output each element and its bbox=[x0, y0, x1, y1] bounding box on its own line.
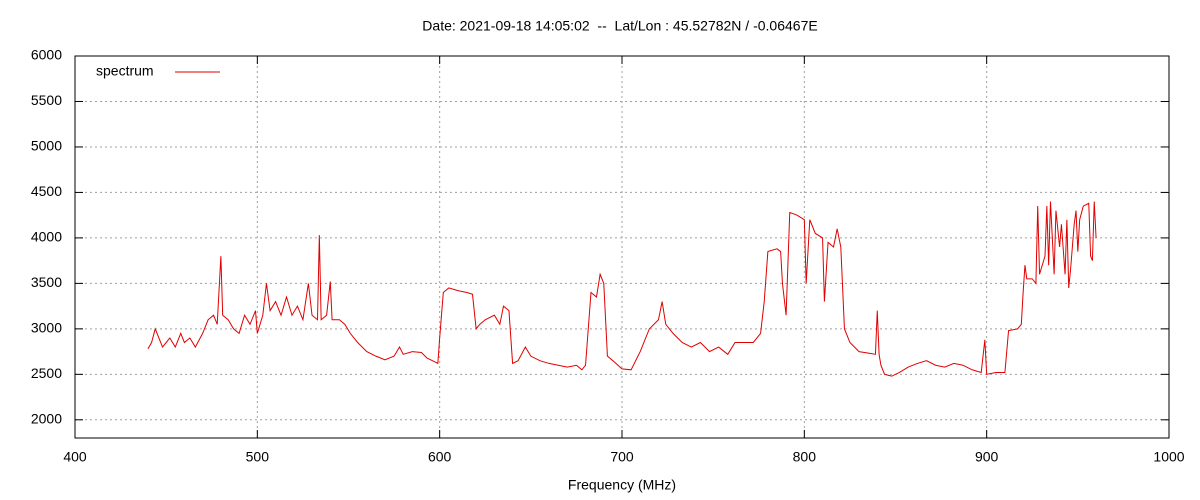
x-axis-label: Frequency (MHz) bbox=[568, 477, 676, 493]
x-tick-label: 400 bbox=[63, 449, 87, 465]
y-tick-label: 4000 bbox=[31, 229, 62, 245]
x-tick-label: 500 bbox=[246, 449, 270, 465]
y-tick-label: 2000 bbox=[31, 411, 62, 427]
series-line bbox=[147, 201, 1097, 377]
legend-label: spectrum bbox=[96, 63, 154, 79]
x-tick-label: 600 bbox=[428, 449, 452, 465]
x-tick-label: 700 bbox=[610, 449, 634, 465]
y-tick-label: 2500 bbox=[31, 365, 62, 381]
chart-title: Date: 2021-09-18 14:05:02 -- Lat/Lon : 4… bbox=[422, 18, 817, 34]
y-tick-label: 5500 bbox=[31, 92, 62, 108]
y-tick-label: 3000 bbox=[31, 320, 62, 336]
x-tick-label: 900 bbox=[975, 449, 999, 465]
y-tick-label: 6000 bbox=[31, 47, 62, 63]
x-tick-label: 800 bbox=[793, 449, 817, 465]
y-tick-label: 4500 bbox=[31, 183, 62, 199]
y-tick-label: 3500 bbox=[31, 274, 62, 290]
plot-frame bbox=[74, 55, 1170, 439]
x-tick-label: 1000 bbox=[1153, 449, 1184, 465]
y-tick-label: 5000 bbox=[31, 138, 62, 154]
